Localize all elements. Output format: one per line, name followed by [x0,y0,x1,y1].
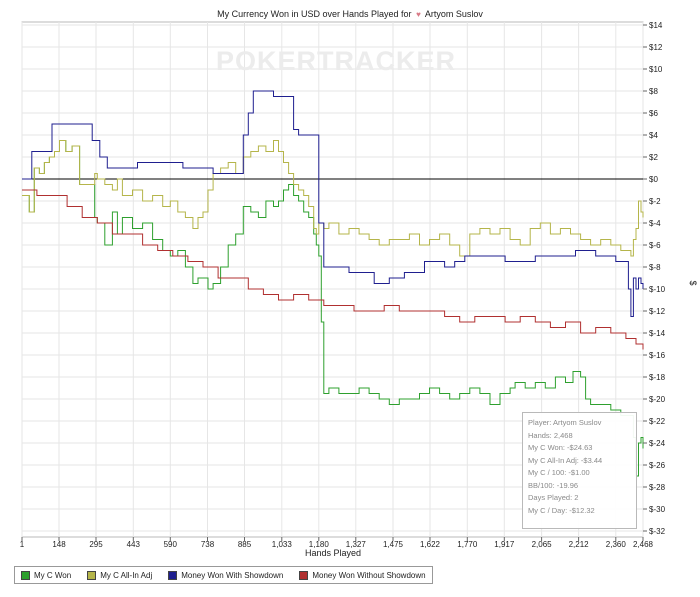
x-axis: 1 148 295 443 590 738 885 1,033 1,180 1,327 1,475 1… [20,537,654,549]
y-tick-label: $-6 [649,241,661,250]
y-tick-label: $14 [649,21,663,30]
y-tick-label: $-22 [649,417,666,426]
series-line-my-c-all-in-adj [22,140,644,257]
x-tick-label: 885 [238,540,252,549]
x-tick-label: 443 [127,540,141,549]
legend-label: My C Won [34,570,72,580]
y-tick-label: $-10 [649,285,666,294]
grid-lines [21,22,644,537]
y-tick-label: $4 [649,131,658,140]
series-line-money-won-without-showdown [22,189,644,350]
stats-allin: My C All-In Adj: -$3.44 [528,455,603,465]
x-axis-label: Hands Played [305,548,361,558]
y-tick-label: $-12 [649,307,666,316]
x-tick-label: 1,475 [383,540,404,549]
x-tick-label: 1,770 [457,540,478,549]
legend-label: Money Won With Showdown [181,570,284,580]
legend: My C Won My C All-In Adj Money Won With … [14,566,433,584]
x-tick-label: 2,065 [532,540,553,549]
legend-swatch-my-c-won [21,570,30,580]
x-tick-label: 2,212 [569,540,590,549]
legend-label: Money Won Without Showdown [312,570,426,580]
legend-swatch-with-showdown [168,570,178,580]
legend-label: My C All-In Adj [100,570,153,580]
y-tick-label: $-8 [649,263,661,272]
stats-tooltip: Player: Artyom Suslov Hands: 2,468 My C … [522,412,637,529]
y-tick-label: $12 [649,43,663,52]
y-tick-label: $-24 [649,439,666,448]
y-tick-label: $-4 [649,219,661,228]
stats-days: Days Played: 2 [528,493,579,502]
chart-title: My Currency Won in USD over Hands Played… [0,9,700,19]
x-tick-label: 2,468 [633,540,654,549]
x-tick-label: 1,033 [272,540,293,549]
series-group [22,90,644,477]
series-line-money-won-with-showdown [22,90,644,317]
y-tick-label: $6 [649,109,658,118]
stats-bb100: BB/100: -19.96 [528,480,579,490]
x-tick-label: 590 [164,540,178,549]
stats-player: Player: Artyom Suslov [528,418,602,427]
legend-swatch-all-in-adj [87,570,97,580]
y-tick-label: $-30 [649,505,666,514]
x-tick-label: 1,327 [346,540,367,549]
y-tick-label: $-26 [649,461,666,470]
legend-item-all-in-adj[interactable]: My C All-In Adj [87,570,153,580]
stats-hands: Hands: 2,468 [528,430,573,440]
legend-item-without-showdown[interactable]: Money Won Without Showdown [299,570,426,580]
legend-swatch-without-showdown [299,570,309,580]
x-tick-label: 1,180 [309,540,330,549]
legend-item-with-showdown[interactable]: Money Won With Showdown [168,570,284,580]
y-axis-label: $ [688,280,698,285]
x-tick-label: 738 [201,540,215,549]
y-tick-label: $10 [649,65,663,74]
y-tick-label: $-16 [649,351,666,360]
y-tick-label: $2 [649,153,658,162]
legend-item-my-c-won[interactable]: My C Won [21,570,72,580]
stats-per100: My C / 100: -$1.00 [528,468,590,477]
y-tick-label: $0 [649,175,658,184]
y-axis: $14 $12 $10 $8 $6 $4 $2 $0 $-2 $-4 $-6 $-8 $-10 $-12 $… [643,21,666,536]
watermark: POKERTRACKER [216,46,456,76]
y-tick-label: $-20 [649,395,666,404]
chart-title-text: My Currency Won in USD over Hands Played… [217,9,412,19]
y-tick-label: $-2 [649,197,661,206]
y-tick-label: $-28 [649,483,666,492]
chart-title-player: Artyom Suslov [424,9,483,19]
y-tick-label: $-14 [649,329,666,338]
x-tick-label: 295 [89,540,103,549]
series-line-my-c-won [22,140,644,477]
x-tick-label: 1 [20,540,25,549]
y-tick-label: $-32 [649,527,666,536]
x-tick-label: 1,622 [420,540,441,549]
x-tick-label: 2,360 [606,540,627,549]
y-tick-label: $-18 [649,373,666,382]
x-tick-label: 148 [52,540,66,549]
stats-perday: My C / Day: -$12.32 [528,505,595,515]
player-flag-icon: ♥ [416,10,421,19]
y-tick-label: $8 [649,87,658,96]
stats-won: My C Won: -$24.63 [528,443,593,452]
x-tick-label: 1,917 [494,540,515,549]
